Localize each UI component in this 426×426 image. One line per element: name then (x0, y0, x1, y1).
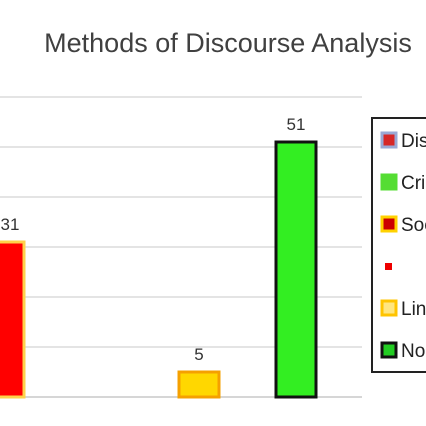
legend-marker (385, 263, 392, 270)
legend-marker (380, 173, 398, 191)
bar (177, 370, 221, 399)
legend-item: Lin (380, 299, 426, 320)
data-label: 31 (1, 215, 20, 234)
legend-marker (380, 341, 398, 359)
legend-marker (380, 299, 398, 317)
legend-marker (380, 131, 398, 149)
legend-label: Cri (401, 173, 425, 194)
legend-label: No (401, 341, 425, 362)
legend-label: Lin (401, 299, 426, 320)
legend-item: Cri (380, 173, 425, 194)
legend-item: Soc (380, 215, 426, 236)
legend-item (385, 263, 392, 270)
chart-title: Methods of Discourse Analysis (44, 28, 412, 58)
legend-box (371, 117, 426, 373)
bar (274, 140, 318, 399)
legend: Dis Cri Soc Lin No (371, 117, 426, 373)
legend-label: Dis (401, 131, 426, 152)
legend-item: No (380, 341, 425, 362)
legend-marker (380, 215, 398, 233)
bar (0, 240, 26, 399)
data-label: 51 (287, 115, 306, 134)
legend-item: Dis (380, 131, 426, 152)
data-label: 5 (194, 345, 203, 364)
bars: 31 5 51 (0, 115, 318, 399)
legend-label: Soc (401, 215, 426, 236)
gridlines (0, 96, 362, 398)
